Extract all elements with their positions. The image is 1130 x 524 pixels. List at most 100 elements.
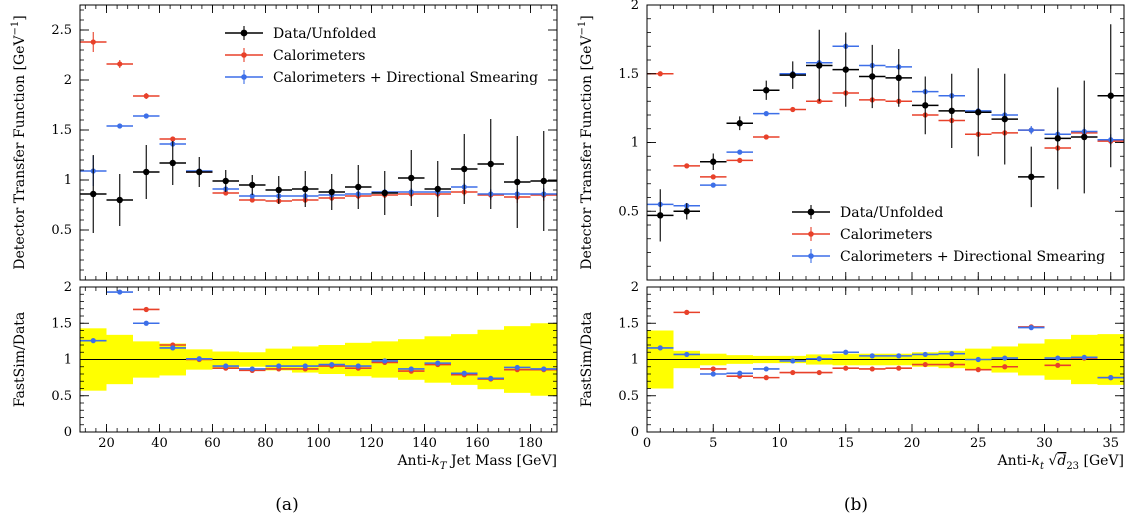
ratio-point <box>541 366 547 372</box>
data-point <box>842 66 849 73</box>
x-axis-title-text: Anti- <box>396 453 431 469</box>
legend-marker <box>808 231 814 237</box>
data-point <box>657 71 663 77</box>
data-point <box>684 163 690 169</box>
data-point <box>1028 127 1034 133</box>
ratio-point <box>1108 375 1114 381</box>
ratio-point <box>1081 354 1087 360</box>
y-axis-title-text: Detector Transfer Function [GeV <box>579 35 595 270</box>
ratio-point <box>90 338 96 344</box>
data-point <box>196 168 203 176</box>
x-tick-label: 25 <box>970 436 987 451</box>
legend-label: Calorimeters <box>840 227 932 243</box>
y-tick-label: 0.5 <box>618 204 639 219</box>
y-tick-label: 1.5 <box>618 67 639 82</box>
data-point <box>790 106 796 113</box>
data-point <box>710 174 716 180</box>
data-point <box>657 212 664 219</box>
x-axis-title-sqrt-arg: d <box>1057 453 1066 469</box>
data-point <box>763 87 770 94</box>
x-axis-title-sqrt-sub: 23 <box>1066 461 1079 472</box>
y-tick-label: 1.5 <box>618 316 639 331</box>
x-tick-label: 5 <box>709 436 717 451</box>
data-point <box>763 134 769 140</box>
x-tick-label: 20 <box>98 436 115 451</box>
data-point <box>1107 92 1114 99</box>
ratio-point <box>896 365 902 371</box>
y-tick-label: 1 <box>64 173 72 188</box>
ratio-point <box>1028 325 1034 331</box>
ratio-point <box>763 366 769 372</box>
y-tick-label: 1 <box>631 136 639 151</box>
ratio-point <box>737 370 743 376</box>
panel-a: 20 40 60 80 100 120 140 160 180 0.5 1 1.5 2 2.5 0 0.5 1 1… <box>10 4 558 472</box>
data-point <box>355 183 362 191</box>
ratio-point <box>896 353 902 359</box>
y-axis-title-main: Detector Transfer Function [GeV−1] <box>10 15 28 270</box>
data-point <box>302 185 309 193</box>
x-axis-title-sqrt: √ <box>1044 453 1057 469</box>
ratio-point <box>1002 355 1008 361</box>
y-tick-label: 0.5 <box>51 389 72 404</box>
legend-label: Calorimeters + Directional Smearing <box>840 249 1105 265</box>
ratio-point <box>196 356 202 362</box>
ratio-point <box>922 351 928 358</box>
x-axis-title-sub: T <box>440 461 448 472</box>
ratio-point <box>684 351 690 358</box>
ratio-point <box>170 345 176 351</box>
ratio-point <box>276 363 282 369</box>
legend-label: Data/Unfolded <box>273 26 376 42</box>
data-point <box>948 107 955 115</box>
ratio-point <box>790 358 796 364</box>
ratio-point <box>975 367 981 373</box>
legend-label: Data/Unfolded <box>840 205 943 221</box>
legend-marker <box>240 29 248 37</box>
data-point <box>869 73 876 80</box>
x-axis-title: Anti-kt √d23 [GeV] <box>996 453 1124 472</box>
ratio-point <box>1055 362 1061 368</box>
ratio-point <box>949 351 955 357</box>
ratio-point <box>843 365 849 371</box>
ratio-point <box>143 320 149 326</box>
ratio-point <box>329 361 335 368</box>
ratio-point <box>461 370 467 376</box>
ratio-point <box>355 363 361 369</box>
legend-label: Calorimeters + Directional Smearing <box>273 70 538 86</box>
ratio-point <box>816 369 822 376</box>
x-axis-title-text: Anti- <box>996 453 1031 469</box>
ratio-point <box>514 364 520 371</box>
data-point <box>90 39 96 45</box>
data-point <box>737 149 743 155</box>
y-tick-label: 2 <box>64 73 72 88</box>
ratio-point <box>843 349 849 355</box>
panel-b: 0 5 10 15 20 25 30 350.511.5200.511.52Detector … <box>577 0 1125 472</box>
legend-marker <box>241 74 247 80</box>
data-point <box>143 113 149 119</box>
data-point <box>408 174 415 182</box>
data-point <box>222 177 229 185</box>
ratio-point <box>657 345 663 351</box>
y-axis-title-sup: −1 <box>10 21 21 36</box>
data-point <box>816 62 823 69</box>
ratio-point <box>684 309 690 315</box>
ratio-point <box>710 366 716 372</box>
y-tick-label: 2 <box>631 0 639 13</box>
x-tick-label: 40 <box>151 436 168 451</box>
x-tick-label: 80 <box>257 436 274 451</box>
ratio-point <box>435 360 441 366</box>
ratio-point <box>223 363 229 369</box>
x-tick-label: 60 <box>204 436 221 451</box>
ratio-point <box>763 375 769 381</box>
ratio-point <box>1055 355 1061 361</box>
x-tick-label: 100 <box>306 436 331 451</box>
data-point <box>461 165 468 173</box>
ratio-point <box>869 366 875 372</box>
x-tick-label: 140 <box>412 436 437 451</box>
ratio-point <box>143 306 149 313</box>
legend-marker <box>241 52 247 58</box>
ratio-point <box>302 363 308 369</box>
x-tick-label: 20 <box>904 436 921 451</box>
data-point <box>328 188 335 196</box>
y-tick-label: 0.5 <box>618 389 639 404</box>
